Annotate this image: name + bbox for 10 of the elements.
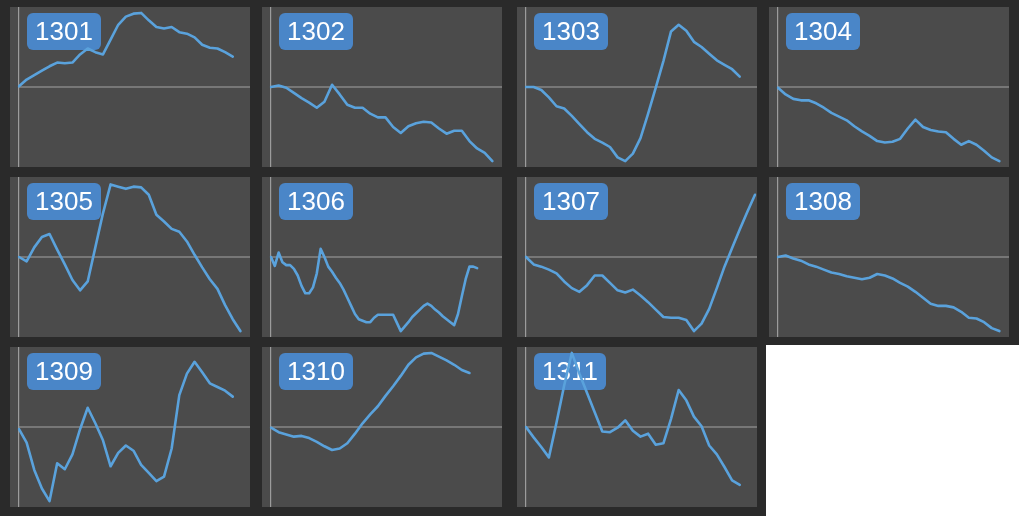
chart-title: 1306 <box>279 183 353 220</box>
chart-title: 1303 <box>534 13 608 50</box>
chart-title: 1307 <box>534 183 608 220</box>
chart-title: 1301 <box>27 13 101 50</box>
chart-title: 1310 <box>279 353 353 390</box>
chart-title: 1304 <box>786 13 860 50</box>
chart-title: 1309 <box>27 353 101 390</box>
chart-title: 1308 <box>786 183 860 220</box>
chart-title: 1305 <box>27 183 101 220</box>
chart-title: 1302 <box>279 13 353 50</box>
